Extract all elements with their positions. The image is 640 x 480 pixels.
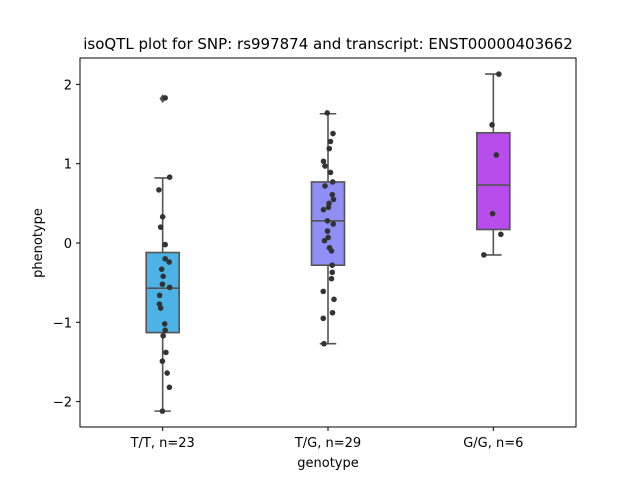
data-point <box>325 234 332 241</box>
x-tick-label: G/G, n=6 <box>463 436 523 451</box>
y-tick-label: −2 <box>53 396 72 411</box>
x-axis: T/T, n=23 T/G, n=29 G/G, n=6 <box>130 427 523 451</box>
data-point <box>160 273 166 280</box>
box-group <box>310 112 346 345</box>
data-point <box>320 158 327 165</box>
data-point <box>331 296 337 303</box>
data-point <box>162 256 168 262</box>
data-point <box>164 370 170 376</box>
y-axis-label: phenotype <box>31 208 46 278</box>
data-point <box>156 292 163 299</box>
data-point <box>496 71 502 77</box>
data-point <box>321 340 327 347</box>
x-tick-label: T/G, n=29 <box>294 436 361 451</box>
data-point <box>320 315 327 322</box>
data-point <box>327 138 334 145</box>
data-point <box>157 224 164 230</box>
data-point <box>166 384 173 391</box>
data-point <box>157 305 164 311</box>
data-point <box>159 408 166 414</box>
box-group <box>476 73 511 256</box>
y-axis: −2 −1 0 1 2 <box>53 78 80 411</box>
data-point <box>329 191 336 198</box>
data-point <box>328 248 335 254</box>
x-tick-label: T/T, n=23 <box>130 436 195 451</box>
data-point <box>324 110 331 116</box>
data-point <box>160 332 166 339</box>
data-point <box>493 152 500 158</box>
data-point <box>481 252 487 258</box>
data-point <box>330 221 337 227</box>
data-point <box>489 210 496 217</box>
data-point <box>159 358 166 364</box>
data-point <box>489 122 495 128</box>
data-point <box>161 321 168 327</box>
data-point <box>321 237 328 244</box>
iqr-box <box>310 181 346 267</box>
data-point <box>329 179 336 185</box>
data-point <box>322 163 328 169</box>
data-point <box>159 281 166 288</box>
data-point <box>320 288 327 295</box>
x-axis-label: genotype <box>297 456 358 471</box>
plot-area <box>145 71 511 414</box>
y-tick-label: 0 <box>64 237 72 252</box>
data-point <box>166 259 172 265</box>
data-point <box>166 174 173 180</box>
data-point <box>162 327 168 334</box>
data-point <box>159 214 166 220</box>
data-point <box>498 231 504 238</box>
data-point <box>166 284 173 291</box>
data-point <box>329 309 336 316</box>
data-point <box>329 262 336 269</box>
data-point <box>158 266 165 272</box>
data-point <box>330 196 337 203</box>
data-point <box>322 183 328 189</box>
data-point <box>162 95 168 101</box>
data-point <box>326 145 333 152</box>
data-point <box>324 228 331 234</box>
data-point <box>328 275 335 282</box>
data-point <box>162 241 168 248</box>
data-point <box>156 187 162 193</box>
y-tick-label: 1 <box>64 158 72 173</box>
y-tick-label: −1 <box>53 316 72 331</box>
y-tick-label: 2 <box>64 78 72 93</box>
data-point <box>324 217 331 224</box>
data-point <box>329 269 336 276</box>
data-point <box>327 169 334 176</box>
chart-title: isoQTL plot for SNP: rs997874 and transc… <box>83 35 573 53</box>
data-point <box>325 204 332 211</box>
iqr-box <box>145 251 180 334</box>
data-point <box>330 130 336 137</box>
data-point <box>163 349 169 356</box>
box-group <box>145 94 180 412</box>
data-point <box>320 206 327 213</box>
